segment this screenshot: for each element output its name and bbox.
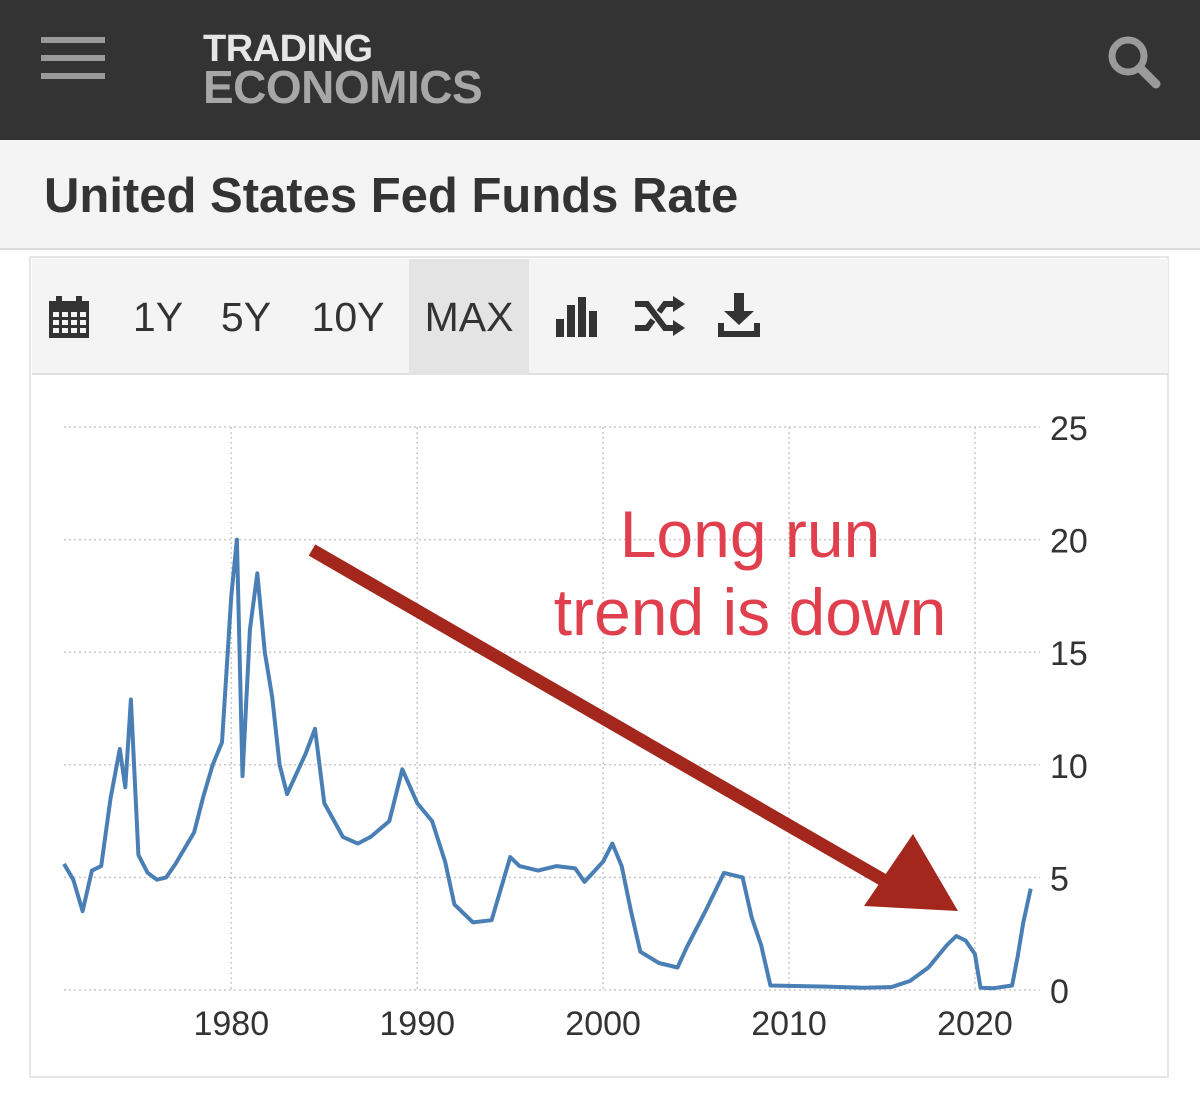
trend-annotation: Long run trend is down — [520, 495, 980, 651]
logo-line-2: ECONOMICS — [203, 61, 483, 113]
y-axis-tick-labels: 0 5 10 15 20 25 — [1050, 410, 1088, 1011]
y-tick-label: 15 — [1050, 635, 1088, 673]
x-tick-label: 2010 — [751, 1005, 827, 1043]
title-bar — [0, 140, 1200, 250]
x-tick-label: 1990 — [379, 1005, 455, 1043]
bar-chart-icon[interactable] — [556, 297, 598, 337]
x-axis-tick-labels: 1980 1990 2000 2010 2020 — [193, 1005, 1012, 1043]
chart-card — [29, 256, 1169, 1078]
y-tick-label: 10 — [1050, 748, 1088, 786]
download-icon[interactable] — [718, 293, 760, 337]
annotation-line-2: trend is down — [553, 575, 947, 649]
trend-arrow — [308, 544, 958, 911]
range-10y-button[interactable]: 10Y — [311, 294, 385, 340]
chart-grid — [64, 426, 1040, 991]
range-5y-button[interactable]: 5Y — [220, 294, 272, 340]
annotation-line-1: Long run — [619, 497, 881, 571]
site-logo[interactable]: TRADING ECONOMICS — [203, 28, 483, 113]
top-navigation-bar: TRADING ECONOMICS — [0, 0, 1200, 140]
chart-series-layer — [62, 537, 1033, 991]
range-max-button[interactable]: MAX — [409, 259, 529, 375]
shuffle-icon[interactable] — [633, 296, 685, 336]
fed-funds-rate-line — [62, 537, 1033, 991]
calendar-icon[interactable] — [49, 296, 89, 338]
range-1y-button[interactable]: 1Y — [132, 294, 184, 340]
y-tick-label: 0 — [1050, 973, 1069, 1011]
x-tick-label: 2020 — [937, 1005, 1013, 1043]
x-tick-label: 2000 — [565, 1005, 641, 1043]
hamburger-menu-icon[interactable] — [41, 37, 105, 79]
y-tick-label: 5 — [1050, 860, 1069, 898]
chart-toolbar: 1Y 5Y 10Y MAX — [32, 259, 1168, 375]
y-tick-label: 25 — [1050, 410, 1088, 448]
x-tick-label: 1980 — [193, 1005, 269, 1043]
page-title: United States Fed Funds Rate — [44, 169, 739, 223]
search-icon[interactable] — [1104, 33, 1164, 89]
y-tick-label: 20 — [1050, 523, 1088, 561]
logo-line-1: TRADING — [203, 28, 373, 70]
